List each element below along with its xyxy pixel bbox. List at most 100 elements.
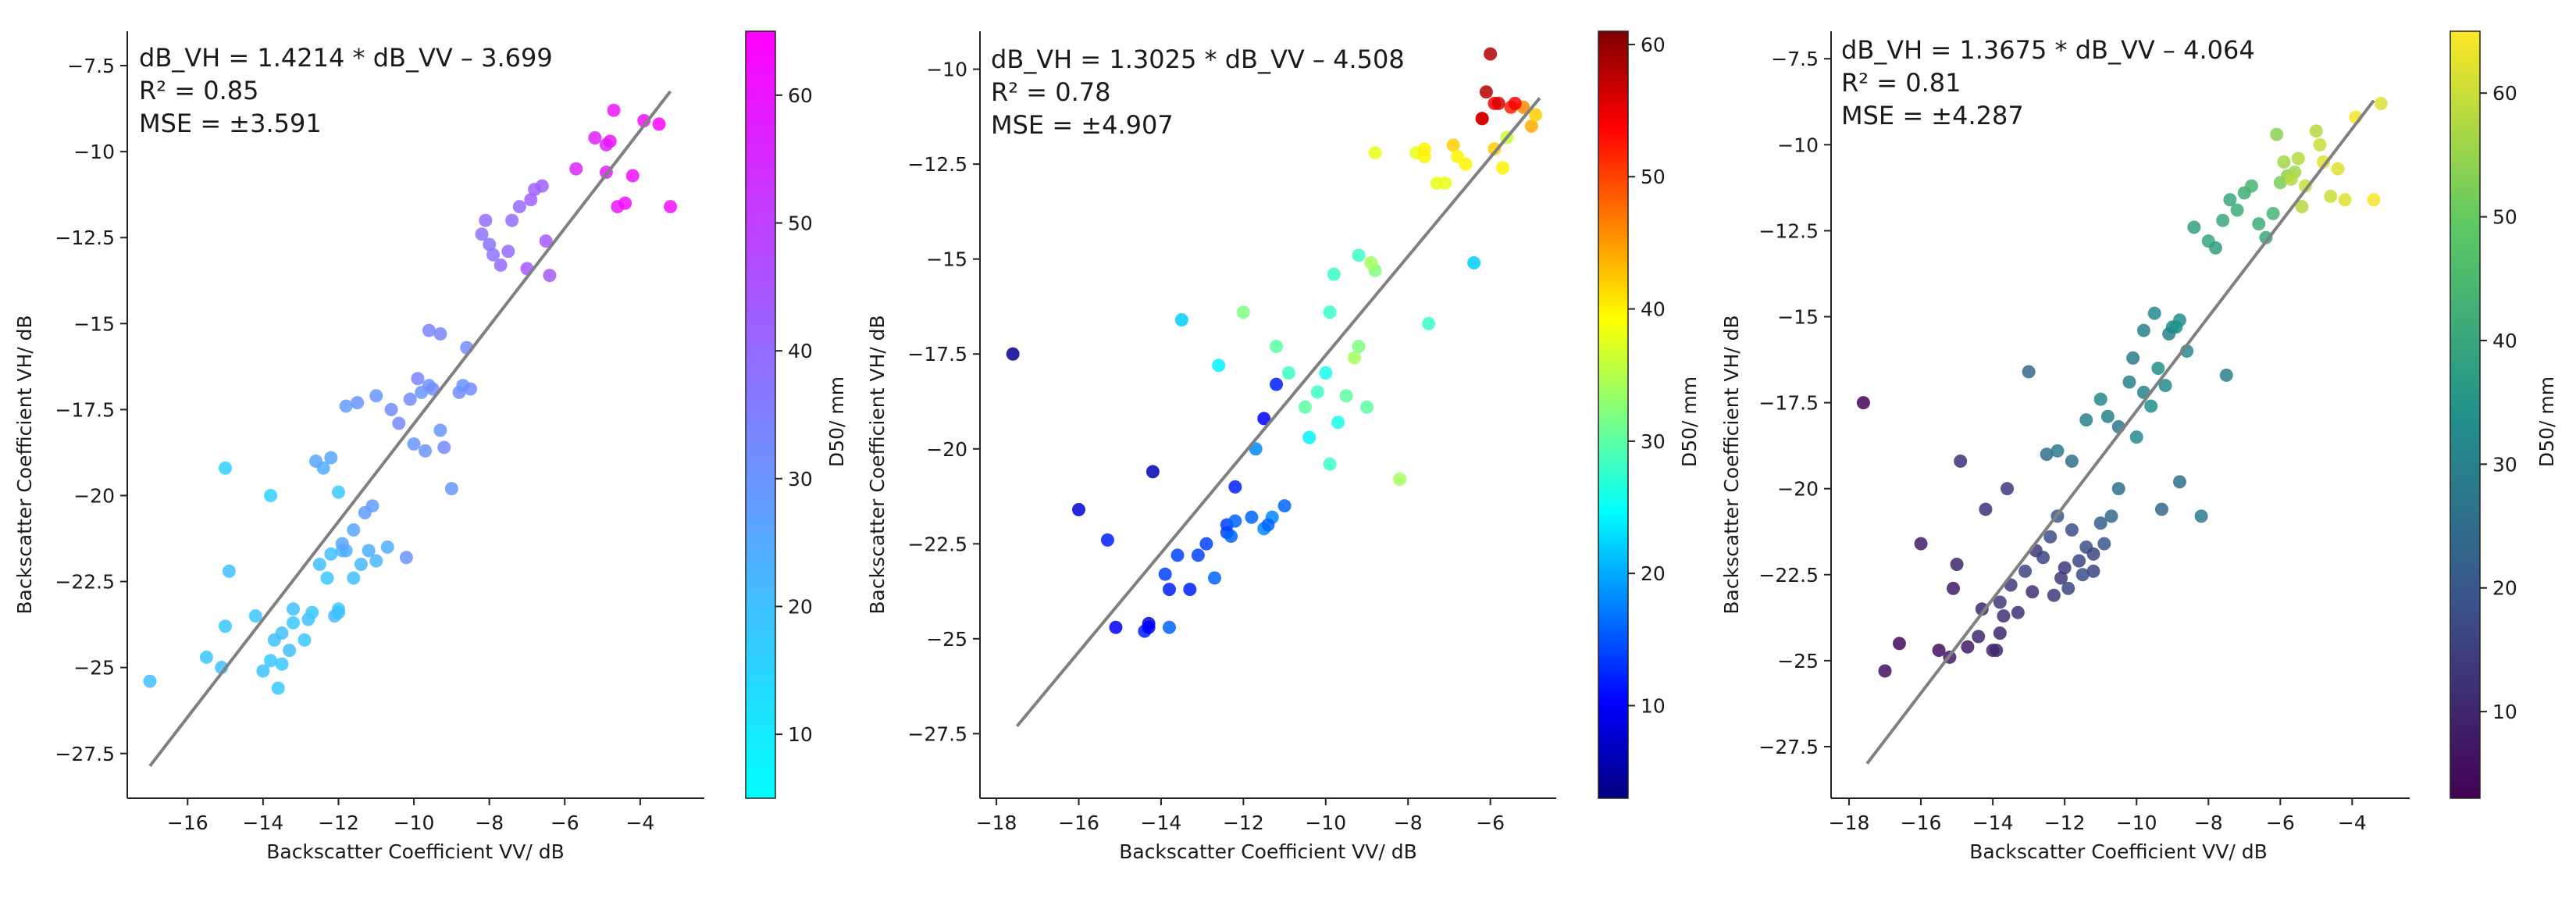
data-point	[486, 248, 501, 262]
data-point	[143, 674, 157, 688]
data-point	[1459, 157, 1473, 171]
colorbar-tick-label: 40	[2492, 330, 2517, 352]
data-point	[1162, 583, 1176, 597]
data-point	[1212, 358, 1226, 373]
x-tick-label: −8	[475, 811, 504, 834]
colorbar-tick-label: 50	[1641, 166, 1666, 188]
data-point	[369, 554, 383, 568]
data-point	[1993, 595, 2007, 609]
data-point	[384, 402, 398, 416]
y-axis-label: Backscatter Coefficient VH/ dB	[1720, 315, 1743, 614]
panel-middle: dB_VH = 1.3025 * dB_VV – 4.508 R² = 0.78…	[866, 45, 1701, 863]
data-point	[1245, 510, 1259, 524]
data-point	[222, 564, 236, 578]
data-point	[411, 372, 425, 386]
data-point	[1270, 339, 1284, 353]
fit-line	[148, 90, 672, 767]
data-point	[2144, 399, 2158, 413]
colorbar-tick-label: 60	[2492, 82, 2517, 105]
data-point	[2252, 217, 2266, 231]
y-tick-label: −25	[1777, 650, 1819, 672]
mse-text: MSE = ±3.591	[139, 109, 322, 138]
data-point	[2259, 230, 2273, 244]
data-point	[2331, 162, 2345, 176]
x-tick-label: −4	[2338, 811, 2367, 834]
data-point	[2324, 189, 2338, 203]
data-point	[403, 392, 417, 406]
data-point	[275, 626, 289, 640]
data-point	[535, 179, 549, 193]
data-point	[264, 488, 278, 502]
data-point	[2169, 320, 2183, 334]
colorbar-tick-label: 50	[2492, 206, 2517, 229]
data-point	[483, 237, 497, 251]
data-point	[312, 558, 326, 572]
x-tick-label: −8	[2194, 811, 2223, 834]
data-point	[369, 389, 383, 403]
colorbar-tick-label: 20	[2492, 577, 2517, 600]
data-point	[2338, 193, 2352, 207]
data-point	[271, 681, 285, 695]
data-point	[331, 605, 345, 619]
data-point	[433, 327, 447, 341]
data-point	[1339, 389, 1353, 403]
chart-left: −16 −14 −12 −10 −8 −6 −4 −27.5 −25 −22.5 −20 −17.5 −…	[55, 30, 813, 834]
y-tick-label: −27.5	[907, 722, 967, 745]
data-point	[365, 499, 379, 513]
data-point	[664, 200, 678, 214]
x-tick-label: −12	[1223, 811, 1264, 834]
r2-text: R² = 0.85	[139, 76, 258, 105]
data-point	[324, 451, 338, 465]
equation-text: dB_VH = 1.3675 * dB_VV – 4.064	[1841, 35, 2255, 65]
data-point	[2075, 568, 2090, 582]
colorbar-tick-label: 60	[788, 84, 813, 107]
data-point	[2295, 200, 2309, 214]
colorbar-tick-label: 30	[1641, 430, 1666, 453]
data-point	[1302, 430, 1317, 444]
colorbar-tick-label: 40	[1641, 298, 1666, 321]
data-point	[264, 654, 278, 668]
data-point	[1946, 581, 1960, 595]
x-axis-label: Backscatter Coefficient VV/ dB	[1969, 840, 2268, 863]
data-point	[1228, 514, 1242, 528]
colorbar-label: D50/ mm	[1678, 376, 1701, 467]
data-point	[2313, 137, 2327, 152]
mse-text: MSE = ±4.907	[991, 110, 1174, 140]
data-point	[219, 461, 233, 475]
data-point	[1348, 351, 1362, 365]
data-point	[524, 193, 538, 207]
data-point	[444, 482, 458, 496]
data-point	[2244, 179, 2258, 193]
y-tick-label: −20	[1777, 478, 1819, 501]
data-point	[1224, 530, 1238, 544]
data-point	[479, 213, 493, 227]
y-tick-label: −7.5	[1771, 48, 1819, 70]
data-point	[2072, 554, 2086, 568]
data-point	[1352, 248, 1366, 262]
data-point	[335, 537, 349, 551]
x-axis-label: Backscatter Coefficient VV/ dB	[1119, 840, 1417, 863]
y-axis-label: Backscatter Coefficient VH/ dB	[13, 315, 36, 614]
data-point	[2050, 444, 2065, 458]
x-tick-label: −14	[1141, 811, 1182, 834]
data-point	[1158, 567, 1172, 581]
data-point	[1310, 385, 1324, 399]
data-point	[1270, 377, 1284, 391]
data-point	[2018, 564, 2033, 578]
x-tick-label: −6	[1476, 811, 1505, 834]
data-point	[2158, 379, 2172, 393]
data-point	[298, 633, 312, 647]
data-point	[1972, 630, 1986, 644]
y-tick-label: −15	[1777, 305, 1819, 328]
data-point	[1162, 620, 1176, 634]
data-point	[603, 134, 617, 148]
data-point	[2100, 409, 2115, 423]
y-tick-label: −17.5	[907, 343, 967, 366]
data-point	[1950, 558, 1964, 572]
data-point	[2022, 365, 2036, 379]
y-tick-label: −27.5	[55, 743, 115, 765]
data-point	[309, 454, 323, 468]
y-tick-label: −7.5	[67, 55, 115, 77]
y-tick-label: −15	[73, 312, 115, 335]
